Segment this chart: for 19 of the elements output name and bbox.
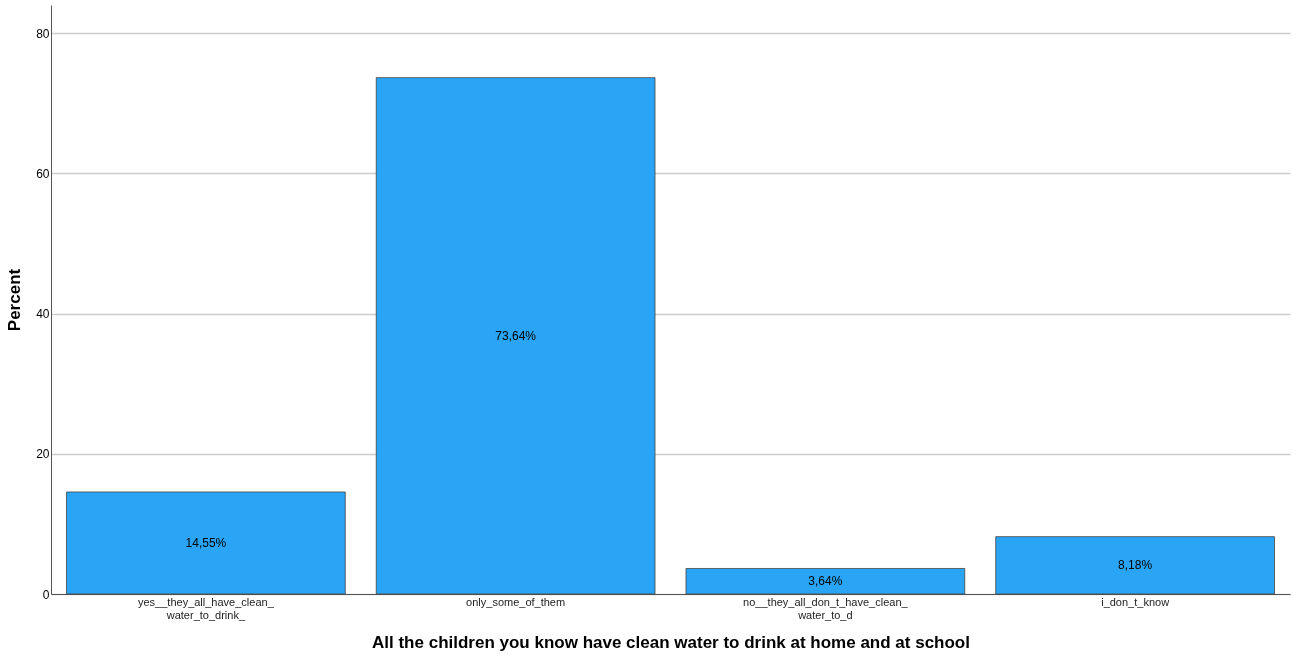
data-label: 3,64% xyxy=(808,574,843,589)
bar xyxy=(66,491,346,595)
y-axis-title: Percent xyxy=(5,268,25,332)
y-tick-label: 60 xyxy=(36,166,50,181)
x-tick-label: yes__they_all_have_clean_ water_to_drink_ xyxy=(137,595,275,621)
x-tick-label: i_don_t_know xyxy=(1101,595,1170,608)
data-label: 8,18% xyxy=(1118,558,1153,573)
y-tick-label: 80 xyxy=(36,26,50,41)
bar xyxy=(995,536,1275,595)
x-tick-label: no__they_all_don_t_have_clean_ water_to_d xyxy=(743,595,909,621)
y-tick-label: 40 xyxy=(36,307,50,322)
y-tick-label: 20 xyxy=(36,447,50,462)
y-tick-label: 0 xyxy=(42,587,50,602)
x-tick-label: only_some_of_them xyxy=(466,595,566,608)
bar xyxy=(375,77,656,595)
data-label: 73,64% xyxy=(495,328,537,343)
data-label: 14,55% xyxy=(185,535,227,550)
x-axis-title: All the children you know have clean water to drink at home and at school xyxy=(372,632,970,652)
bar xyxy=(685,568,966,595)
